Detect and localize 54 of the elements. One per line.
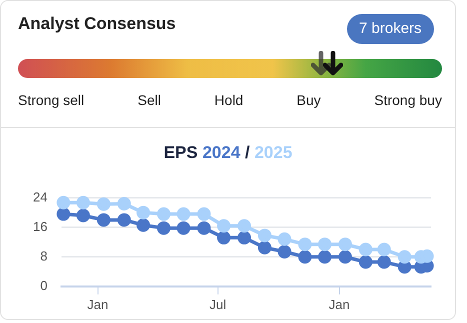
point [377, 242, 391, 256]
point [176, 207, 190, 221]
text: 2024 [202, 143, 240, 162]
point [76, 208, 90, 222]
point [338, 250, 352, 264]
point [197, 207, 211, 221]
point [278, 232, 292, 246]
point [238, 219, 251, 233]
y-tick-label: 0 [40, 278, 48, 293]
text: / [244, 143, 251, 162]
point [298, 250, 312, 264]
x-tick-label: Jan [328, 296, 350, 312]
point [318, 250, 332, 264]
chart-title: EPS [164, 143, 199, 162]
point [298, 238, 312, 252]
point [258, 228, 272, 242]
category-label: Strong buy [374, 92, 442, 108]
point [76, 196, 90, 210]
point [377, 255, 391, 269]
point [56, 207, 70, 221]
point [398, 260, 412, 274]
point [278, 244, 292, 258]
x-tick-label: Jan [87, 296, 108, 312]
point [318, 238, 332, 252]
y-tick-label: 16 [32, 218, 48, 234]
point [338, 238, 352, 252]
point [217, 230, 231, 244]
point [176, 221, 190, 235]
category-label: Strong sell [18, 92, 84, 108]
point [238, 230, 251, 244]
point [117, 196, 131, 210]
point [358, 255, 372, 269]
category-label: Hold [214, 92, 244, 108]
point [197, 221, 211, 235]
text: Analyst Consensus [18, 14, 176, 34]
point [136, 206, 150, 220]
x-tick-label: Jul [210, 296, 226, 312]
point [96, 213, 110, 227]
point [156, 207, 170, 221]
point [258, 240, 272, 254]
point [156, 221, 170, 235]
text: 7 brokers [347, 14, 434, 44]
category-label: Sell [138, 92, 161, 108]
point [96, 197, 110, 211]
text: 2025 [254, 143, 292, 162]
point [136, 218, 150, 232]
y-tick-label: 24 [32, 189, 48, 204]
point [56, 196, 70, 210]
y-tick-label: 8 [40, 248, 48, 264]
point [398, 250, 412, 264]
point [117, 213, 131, 227]
category-label: Buy [296, 92, 321, 108]
point [358, 242, 372, 256]
point [217, 219, 231, 233]
